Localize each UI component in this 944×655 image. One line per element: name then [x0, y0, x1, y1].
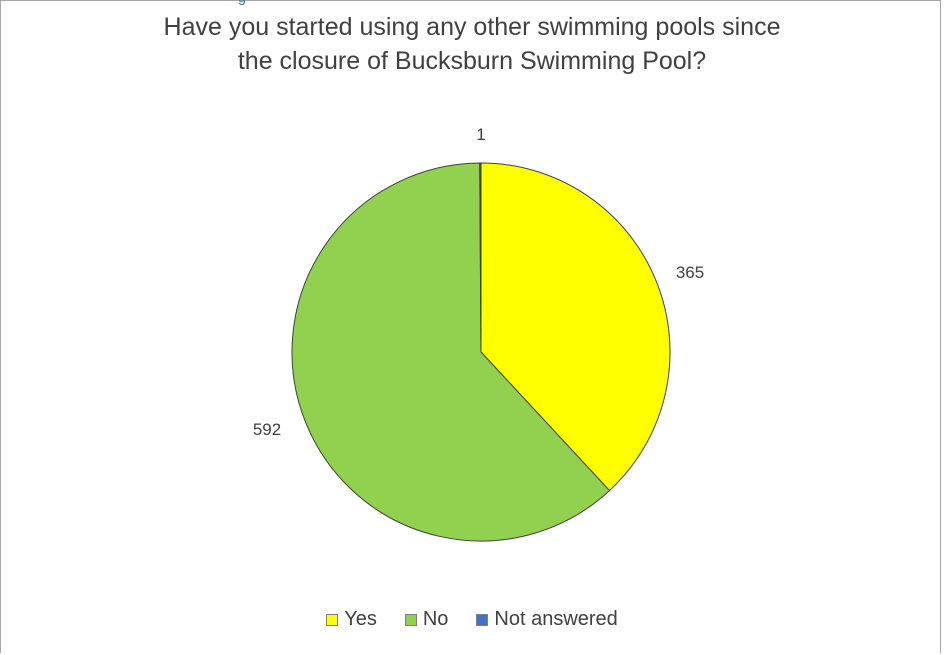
- legend-swatch-not-answered: [476, 613, 489, 626]
- legend-label-not-answered: Not answered: [494, 608, 618, 630]
- legend-label-no: No: [422, 608, 449, 630]
- pie-slice-no: [291, 162, 611, 542]
- data-label-yes: 365: [676, 263, 704, 282]
- legend-item-no: No: [404, 608, 449, 631]
- legend: Yes No Not answered: [0, 608, 944, 631]
- chart-title: Have you started using any other swimmin…: [0, 10, 944, 78]
- legend-item-not-answered: Not answered: [476, 608, 618, 631]
- pie-slice-not-answered: [479, 162, 482, 353]
- legend-label-yes: Yes: [344, 608, 377, 630]
- data-label-no: 592: [253, 420, 281, 439]
- chart-title-line-2: the closure of Bucksburn Swimming Pool?: [237, 47, 707, 75]
- data-label-not-answered: 1: [476, 125, 485, 144]
- chart-title-line-1: Have you started using any other swimmin…: [163, 13, 781, 41]
- legend-swatch-yes: [326, 613, 339, 626]
- legend-item-yes: Yes: [326, 608, 377, 631]
- cropped-heading-fragment: g: [238, 0, 418, 5]
- pie-slice-yes: [480, 162, 671, 492]
- legend-swatch-no: [404, 613, 417, 626]
